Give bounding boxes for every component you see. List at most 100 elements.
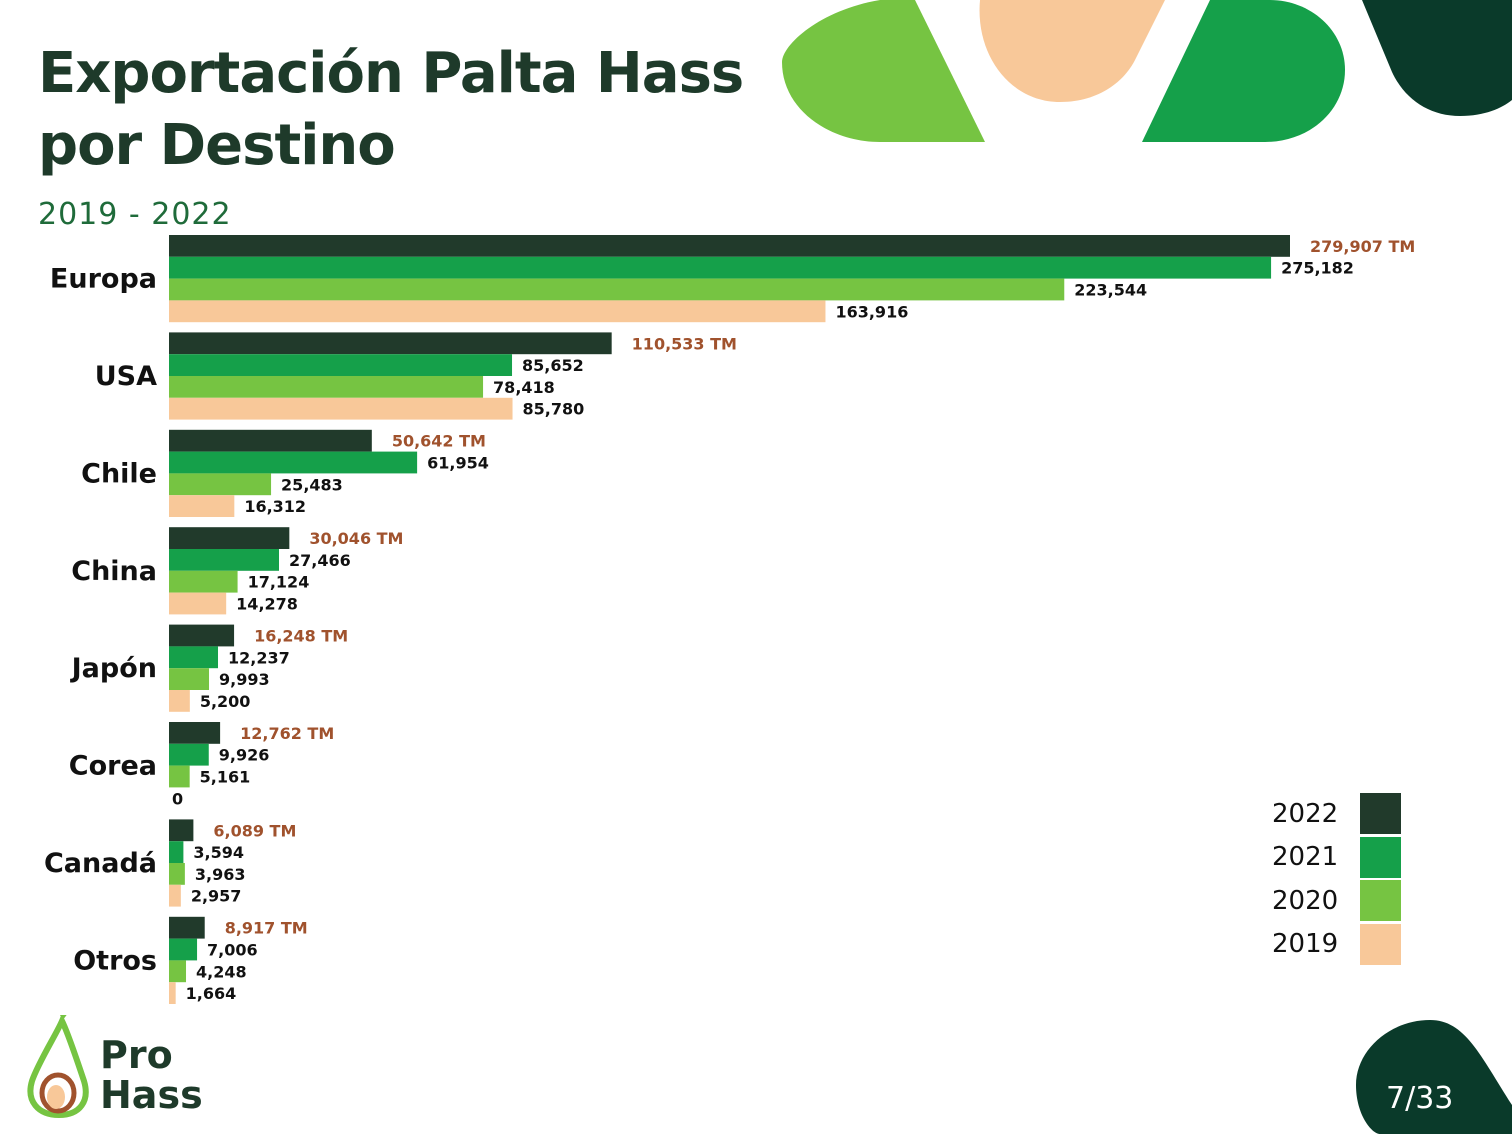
value-label: 2,957	[191, 887, 242, 906]
legend-swatch	[1360, 836, 1401, 878]
legend-swatch	[1360, 793, 1401, 835]
bar-2019	[169, 982, 176, 1004]
bar-2019	[169, 690, 190, 712]
bar-2022	[169, 429, 372, 452]
value-label: 50,642 TM	[392, 432, 486, 451]
bar-2022	[169, 722, 221, 744]
bar-2019	[169, 495, 235, 517]
value-label: 14,278	[236, 595, 298, 614]
value-label: 223,544	[1074, 281, 1147, 300]
logo-text-line1: Pro	[100, 1033, 173, 1077]
page-title: Exportación Palta Hass por Destino	[38, 41, 744, 178]
value-label: 8,917 TM	[225, 919, 308, 938]
bar-2020	[169, 570, 238, 593]
bar-2021	[169, 451, 418, 474]
value-label: 9,926	[219, 746, 270, 765]
bar-2019	[169, 592, 227, 615]
chart-legend: 2022 2021 2020 2019	[1272, 792, 1412, 966]
bar-2021	[169, 938, 198, 961]
deco-leaf-green	[1142, 0, 1345, 142]
bar-2021	[169, 256, 1272, 279]
bar-2020	[169, 960, 187, 983]
bar-2022	[169, 624, 235, 647]
value-label: 27,466	[289, 551, 351, 570]
value-label: 3,594	[193, 843, 244, 862]
value-label: 0	[172, 789, 183, 808]
logo-text-line2: Hass	[100, 1073, 203, 1117]
legend-label: 2022	[1272, 798, 1339, 829]
deco-leaf-lightgreen	[782, 0, 985, 142]
bar-2019	[169, 884, 181, 907]
page-number-badge: 7/33	[1350, 1015, 1512, 1134]
prohass-logo: Pro Hass	[24, 1015, 224, 1125]
category-label: Japón	[70, 653, 157, 684]
bar-2020	[169, 278, 1065, 301]
value-label: 85,652	[522, 356, 584, 375]
bar-2020	[169, 668, 210, 690]
page-badge-shape	[1356, 1020, 1512, 1134]
bar-chart: Europa 279,907 TM 275,182 223,544 163,916 USA…	[44, 235, 1415, 1004]
bar-2022	[169, 235, 1290, 257]
bar-2022	[169, 916, 205, 939]
value-label: 16,248 TM	[254, 627, 348, 646]
value-label: 110,533 TM	[632, 334, 737, 353]
value-label: 17,124	[248, 573, 310, 592]
page-subtitle: 2019 - 2022	[38, 197, 232, 232]
bar-2020	[169, 765, 190, 788]
value-label: 9,993	[219, 670, 270, 689]
value-label: 1,664	[186, 984, 237, 1003]
category-label: Canadá	[44, 848, 157, 879]
legend-swatch	[1360, 923, 1401, 965]
value-label: 4,248	[196, 962, 247, 981]
value-label: 85,780	[523, 400, 585, 419]
value-label: 12,237	[228, 648, 290, 667]
decorative-shapes	[782, 0, 1512, 142]
legend-label: 2020	[1272, 885, 1339, 916]
legend-item-2019: 2019	[1272, 923, 1412, 967]
bar-2021	[169, 646, 219, 669]
bar-2019	[169, 397, 513, 420]
bar-2021	[169, 743, 209, 766]
bar-2022	[169, 819, 194, 842]
legend-item-2022: 2022	[1272, 792, 1412, 836]
value-label: 25,483	[281, 475, 343, 494]
legend-swatch	[1360, 880, 1401, 922]
logo-text: Pro Hass	[100, 1035, 203, 1115]
value-label: 275,182	[1281, 259, 1354, 278]
bar-2020	[169, 376, 484, 398]
value-label: 5,200	[200, 692, 251, 711]
value-label: 5,161	[200, 768, 251, 787]
page-number: 7/33	[1386, 1081, 1454, 1116]
value-label: 6,089 TM	[213, 821, 296, 840]
category-label: Corea	[69, 751, 157, 782]
bar-2020	[169, 473, 272, 496]
value-label: 3,963	[195, 865, 246, 884]
legend-label: 2021	[1272, 842, 1339, 873]
value-label: 78,418	[493, 378, 555, 397]
bar-2022	[169, 527, 290, 549]
legend-item-2021: 2021	[1272, 836, 1412, 880]
legend-item-2020: 2020	[1272, 879, 1412, 923]
category-label: USA	[95, 361, 157, 392]
value-label: 30,046 TM	[309, 529, 403, 548]
bar-2021	[169, 354, 513, 376]
bar-2022	[169, 332, 612, 355]
legend-label: 2019	[1272, 929, 1339, 960]
value-label: 279,907 TM	[1310, 237, 1415, 256]
category-label: Europa	[50, 264, 157, 295]
value-label: 16,312	[244, 497, 306, 516]
value-label: 163,916	[835, 302, 908, 321]
category-label: China	[71, 556, 157, 587]
avocado-icon	[27, 1015, 89, 1119]
deco-leaf-peach	[979, 0, 1165, 102]
bar-2021	[169, 841, 184, 863]
value-label: 12,762 TM	[240, 724, 334, 743]
bar-2020	[169, 863, 185, 885]
category-label: Otros	[73, 945, 157, 976]
bar-2021	[169, 549, 279, 571]
value-label: 61,954	[427, 454, 489, 473]
category-label: Chile	[81, 458, 157, 489]
deco-leaf-darkgreen	[1362, 0, 1512, 116]
value-label: 7,006	[207, 941, 258, 960]
bar-2019	[169, 300, 826, 323]
